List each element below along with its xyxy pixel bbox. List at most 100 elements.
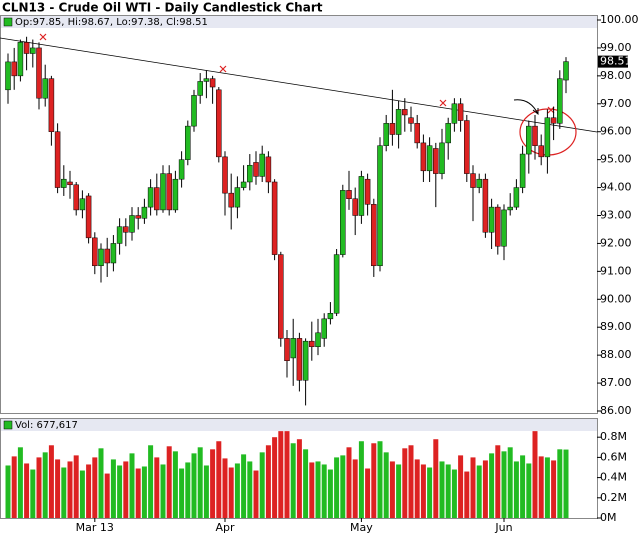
volume-bar: [513, 461, 519, 518]
candle-body: [346, 190, 352, 199]
volume-bar: [129, 453, 135, 518]
x-tick-label: Mar 13: [76, 521, 114, 534]
y-tick-label: 88.00: [600, 348, 632, 361]
candle-body: [284, 338, 290, 361]
volume-bar: [222, 458, 228, 518]
candle-body: [296, 338, 303, 381]
volume-bar: [377, 441, 383, 518]
candle-body: [309, 340, 315, 348]
candle-body: [451, 103, 458, 124]
candle-body: [85, 195, 92, 239]
volume-legend: Vol: 677,617: [15, 420, 78, 431]
volume-bar: [234, 463, 240, 518]
candle-body: [433, 148, 439, 174]
candle-body: [482, 178, 489, 233]
volume-bar: [489, 453, 495, 518]
trend-line: [0, 37, 598, 133]
volume-bar: [408, 445, 414, 518]
y-tick-label: 98.00: [600, 69, 632, 82]
volume-panel: [0, 418, 598, 519]
volume-bar: [495, 445, 501, 518]
volume-bar: [36, 457, 42, 518]
volume-bar: [259, 452, 265, 518]
volume-bar: [55, 459, 61, 518]
candle-body: [315, 332, 321, 348]
candle-body: [445, 123, 451, 144]
volume-bar: [278, 431, 284, 518]
candle-body: [172, 178, 179, 211]
y-tick-label: 96.00: [600, 125, 632, 138]
candle-body: [420, 142, 427, 172]
candle-body: [557, 78, 563, 124]
volume-bar: [482, 460, 488, 518]
legend-strip: [1, 419, 597, 431]
volume-bar: [172, 451, 178, 518]
volume-bar: [265, 445, 271, 518]
volume-bar: [17, 447, 23, 518]
volume-bar: [389, 461, 395, 518]
candle-body: [178, 159, 185, 180]
y2-tick-label: 0.2M: [600, 491, 627, 504]
volume-bar: [117, 465, 123, 518]
y2-tick-label: 0.4M: [600, 471, 627, 484]
candle-body: [519, 153, 526, 188]
volume-bar: [501, 451, 507, 518]
legend-strip: [1, 16, 597, 28]
candle-body: [544, 117, 551, 158]
candle-body: [513, 187, 520, 208]
volume-bar: [309, 462, 315, 518]
volume-bar: [371, 443, 377, 518]
candle-body: [147, 187, 154, 208]
volume-bar: [160, 464, 166, 518]
candle-body: [476, 178, 482, 188]
candle-body: [470, 173, 476, 188]
volume-bar: [396, 464, 402, 518]
candle-body: [73, 184, 79, 211]
y-tick-label: 91.00: [600, 264, 632, 277]
volume-bar: [210, 449, 216, 518]
volume-bar: [24, 463, 30, 518]
candle-body: [395, 109, 402, 135]
candle-body: [23, 42, 30, 54]
volume-bar: [104, 473, 110, 518]
volume-bar: [315, 461, 321, 518]
volume-bar: [445, 464, 451, 518]
candle-body: [67, 181, 73, 186]
candle-body: [457, 103, 464, 121]
y2-tick-label: 0.8M: [600, 430, 627, 443]
candle-body: [414, 123, 420, 144]
volume-bar: [154, 457, 160, 518]
candle-body: [247, 164, 253, 183]
volume-bar: [185, 462, 191, 518]
candle-body: [11, 61, 17, 77]
candle-body: [5, 61, 11, 91]
volume-bar: [365, 468, 371, 518]
arrow: [513, 99, 539, 116]
candle-body: [321, 318, 327, 339]
plot: 86.00 87.00 88.00 89.00 90.00 91.00 92.00 93.00…: [5, 13, 639, 534]
candle-body: [333, 254, 340, 314]
volume-bar: [179, 468, 185, 518]
volume-bar: [458, 455, 464, 518]
volume-bar: [334, 457, 340, 518]
candle-body: [358, 176, 365, 216]
volume-bar: [470, 457, 476, 518]
legend-swatch: [3, 17, 13, 27]
candle-body: [495, 206, 501, 247]
ohlc-legend: Op:97.85, Hi:98.67, Lo:97.38, Cl:98.51: [15, 17, 208, 28]
candle-body: [464, 120, 470, 174]
candle-body: [129, 215, 135, 233]
volume-bar: [476, 465, 482, 518]
candle-body: [92, 237, 98, 267]
volume-bar: [296, 439, 302, 518]
candle-body: [507, 206, 513, 211]
candle-body: [327, 313, 334, 320]
volume-bar: [327, 469, 333, 518]
candle-body: [488, 206, 495, 233]
candle-body: [123, 226, 129, 233]
volume-bar: [79, 470, 85, 518]
volume-bar: [191, 453, 197, 518]
candle-body: [42, 78, 48, 99]
y-tick-label: 95.00: [600, 153, 632, 166]
candle-body: [222, 156, 228, 194]
